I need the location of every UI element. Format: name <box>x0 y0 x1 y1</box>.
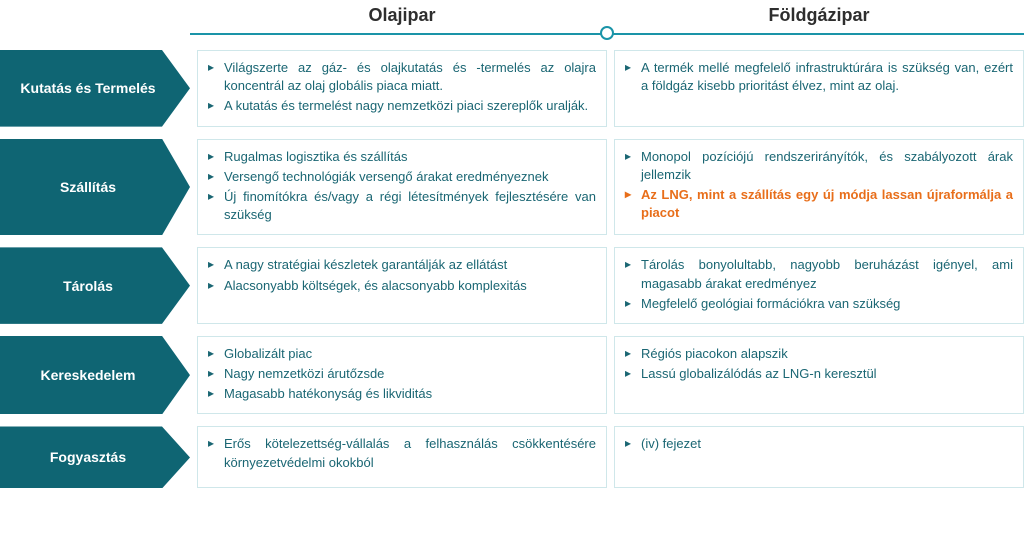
bullet-list: Tárolás bonyolultabb, nagyobb beruházást… <box>623 256 1013 313</box>
bullet-item: A nagy stratégiai készletek garantálják … <box>206 256 596 274</box>
oil-cell: Rugalmas logisztika és szállítás Versengő… <box>197 139 607 236</box>
bullet-list: A nagy stratégiai készletek garantálják … <box>206 256 596 294</box>
bullet-item: Globalizált piac <box>206 345 596 363</box>
header-oil: Olajipar <box>197 5 607 26</box>
rows-container: Kutatás és Termelés Világszerte az gáz- é… <box>0 50 1024 488</box>
bullet-item: (iv) fejezet <box>623 435 1013 453</box>
bullet-item: Magasabb hatékonyság és likviditás <box>206 385 596 403</box>
gas-cell: Régiós piacokon alapszik Lassú globalizál… <box>614 336 1024 415</box>
bullet-item: Alacsonyabb költségek, és alacsonyabb ko… <box>206 277 596 295</box>
bullet-item: Új finomítókra és/vagy a régi létesítmén… <box>206 188 596 224</box>
oil-cell: Globalizált piac Nagy nemzetközi árutőzsd… <box>197 336 607 415</box>
bullet-item: A termék mellé megfelelő infrastruktúrár… <box>623 59 1013 95</box>
row-label-arrow: Szállítás <box>0 139 190 236</box>
bullet-list: Régiós piacokon alapszik Lassú globalizál… <box>623 345 1013 383</box>
bullet-item: Erős kötelezettség-vállalás a felhasznál… <box>206 435 596 471</box>
bullet-item: Rugalmas logisztika és szállítás <box>206 148 596 166</box>
gas-cell: Tárolás bonyolultabb, nagyobb beruházást… <box>614 247 1024 324</box>
row-label-arrow: Kutatás és Termelés <box>0 50 190 127</box>
table-row: SzállításRugalmas logisztika és szállítá… <box>0 139 1024 236</box>
timeline-dot <box>600 26 614 40</box>
gas-cell: (iv) fejezet <box>614 426 1024 488</box>
row-label-arrow: Tárolás <box>0 247 190 324</box>
gas-cell: A termék mellé megfelelő infrastruktúrár… <box>614 50 1024 127</box>
bullet-item: Régiós piacokon alapszik <box>623 345 1013 363</box>
timeline-divider <box>190 30 1024 38</box>
table-row: Tárolás A nagy stratégiai készletek garan… <box>0 247 1024 324</box>
header-row: Olajipar Földgázipar <box>0 0 1024 30</box>
row-label-arrow: Kereskedelem <box>0 336 190 415</box>
gas-cell: Monopol pozíciójú rendszerirányítók, és … <box>614 139 1024 236</box>
bullet-item: Tárolás bonyolultabb, nagyobb beruházást… <box>623 256 1013 292</box>
row-label-arrow: Fogyasztás <box>0 426 190 488</box>
bullet-list: Rugalmas logisztika és szállítás Versengő… <box>206 148 596 225</box>
table-row: Kutatás és Termelés Világszerte az gáz- é… <box>0 50 1024 127</box>
oil-cell: A nagy stratégiai készletek garantálják … <box>197 247 607 324</box>
bullet-list: Erős kötelezettség-vállalás a felhasznál… <box>206 435 596 471</box>
table-row: Kereskedelem Globalizált piac Nagy nemzetk… <box>0 336 1024 415</box>
oil-cell: Erős kötelezettség-vállalás a felhasznál… <box>197 426 607 488</box>
bullet-item: Világszerte az gáz- és olajkutatás és -t… <box>206 59 596 95</box>
bullet-item: Az LNG, mint a szállítás egy új módja la… <box>623 186 1013 222</box>
bullet-item: Monopol pozíciójú rendszerirányítók, és … <box>623 148 1013 184</box>
bullet-item: Versengő technológiák versengő árakat er… <box>206 168 596 186</box>
bullet-item: Lassú globalizálódás az LNG-n keresztül <box>623 365 1013 383</box>
table-row: Fogyasztás Erős kötelezettség-vállalás a … <box>0 426 1024 488</box>
oil-cell: Világszerte az gáz- és olajkutatás és -t… <box>197 50 607 127</box>
bullet-list: A termék mellé megfelelő infrastruktúrár… <box>623 59 1013 95</box>
bullet-item: A kutatás és termelést nagy nemzetközi p… <box>206 97 596 115</box>
bullet-item: Megfelelő geológiai formációkra van szük… <box>623 295 1013 313</box>
bullet-list: Globalizált piac Nagy nemzetközi árutőzsd… <box>206 345 596 404</box>
bullet-list: Monopol pozíciójú rendszerirányítók, és … <box>623 148 1013 223</box>
bullet-list: Világszerte az gáz- és olajkutatás és -t… <box>206 59 596 116</box>
header-gas: Földgázipar <box>614 5 1024 26</box>
bullet-item: Nagy nemzetközi árutőzsde <box>206 365 596 383</box>
bullet-list: (iv) fejezet <box>623 435 1013 453</box>
